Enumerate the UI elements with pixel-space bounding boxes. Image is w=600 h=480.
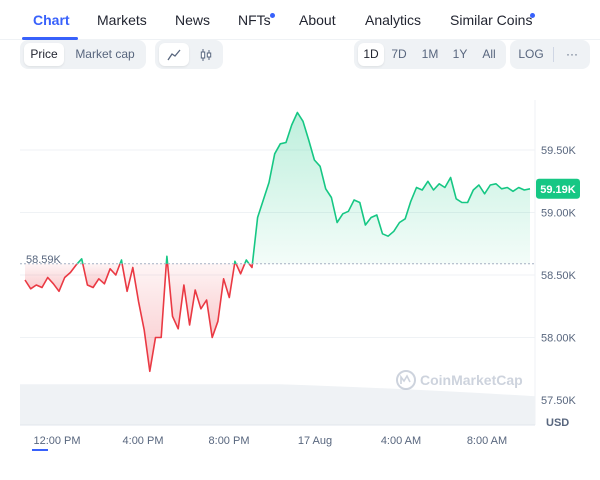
x-tick-label: 17 Aug (298, 435, 332, 447)
watermark-text: CoinMarketCap (420, 372, 523, 388)
price-line-up (119, 259, 123, 265)
x-tick-label: 12:00 PM (33, 435, 80, 447)
time-range-toggle: 1D 7D 1M 1Y All (354, 40, 506, 69)
y-axis-ticks: 59.50K 59.00K 58.50K 58.00K 57.50K (541, 145, 577, 407)
coinmarketcap-watermark: CoinMarketCap (396, 370, 523, 390)
y-tick-label: 59.00K (541, 208, 577, 220)
price-line-down (235, 263, 246, 275)
tab-similar-coins[interactable]: Similar Coins (450, 12, 533, 28)
similar-coins-new-dot (530, 13, 535, 18)
y-tick-label: 58.00K (541, 333, 577, 345)
x-tick-label: 8:00 PM (209, 435, 250, 447)
price-line-down (121, 263, 168, 373)
price-line-down (82, 263, 121, 289)
price-button[interactable]: Price (24, 43, 64, 66)
nfts-new-dot (270, 13, 275, 18)
price-line-up (76, 258, 84, 265)
x-tick-label: 8:00 AM (467, 435, 507, 447)
tab-nfts[interactable]: NFTs (238, 12, 271, 28)
tab-analytics[interactable]: Analytics (365, 12, 422, 28)
price-line-down (24, 263, 78, 293)
coinmarketcap-logo-icon (396, 370, 416, 390)
y-tick-label: 59.50K (541, 145, 577, 157)
candlestick-icon (200, 48, 212, 61)
price-line-down (248, 263, 254, 269)
more-options-button[interactable]: ··· (566, 47, 578, 61)
y-tick-label: 57.50K (541, 395, 577, 407)
range-1y-button[interactable]: 1Y (452, 47, 468, 61)
area-below-reference (122, 263, 167, 372)
range-1m-button[interactable]: 1M (421, 47, 439, 61)
price-line (24, 111, 531, 373)
x-tick-label: 4:00 PM (123, 435, 164, 447)
reference-price-label: 58.59K (26, 254, 62, 266)
range-all-button[interactable]: All (482, 47, 496, 61)
area-below-reference (25, 263, 78, 292)
price-line-up (233, 260, 237, 265)
range-7d-button[interactable]: 7D (391, 47, 407, 61)
tab-markets[interactable]: Markets (97, 12, 147, 28)
y-tick-label: 58.50K (541, 270, 577, 282)
x-tick-label: 4:00 AM (381, 435, 421, 447)
line-chart-icon (167, 49, 181, 61)
metric-toggle: Price Market cap (20, 40, 146, 69)
coin-nav-tabs: Chart Markets News NFTs About Analytics … (0, 0, 600, 40)
current-price-badge (536, 178, 580, 199)
area-above-reference (252, 112, 531, 264)
current-price-label: 59.19K (540, 184, 576, 196)
toolbar-divider (553, 47, 554, 62)
tab-news[interactable]: News (175, 12, 211, 28)
chart-style-toggle (155, 40, 223, 69)
area-below-reference (82, 263, 121, 288)
price-line-down (166, 263, 236, 339)
tab-chart[interactable]: Chart (33, 12, 70, 28)
log-scale-button[interactable]: LOG (518, 47, 544, 61)
price-line-up (243, 259, 250, 265)
x-axis-ticks: 12:00 PM 4:00 PM 8:00 PM 17 Aug 4:00 AM 8:00 … (33, 435, 507, 447)
range-1d-button[interactable]: 1D (358, 43, 384, 66)
price-line-up (165, 255, 169, 264)
volume-band (20, 384, 535, 425)
currency-unit-label: USD (546, 417, 569, 429)
price-area-fill (25, 112, 531, 372)
line-chart-button[interactable] (159, 43, 189, 66)
active-tab-indicator (22, 37, 78, 40)
candlestick-chart-button[interactable] (191, 43, 221, 66)
x-axis-scroll-indicator[interactable] (32, 449, 48, 451)
scale-options: LOG ··· (510, 40, 590, 69)
market-cap-button[interactable]: Market cap (75, 47, 135, 61)
volume-area (20, 384, 535, 426)
tab-about[interactable]: About (299, 12, 336, 28)
price-line-up (251, 111, 531, 264)
area-below-reference (236, 263, 245, 274)
